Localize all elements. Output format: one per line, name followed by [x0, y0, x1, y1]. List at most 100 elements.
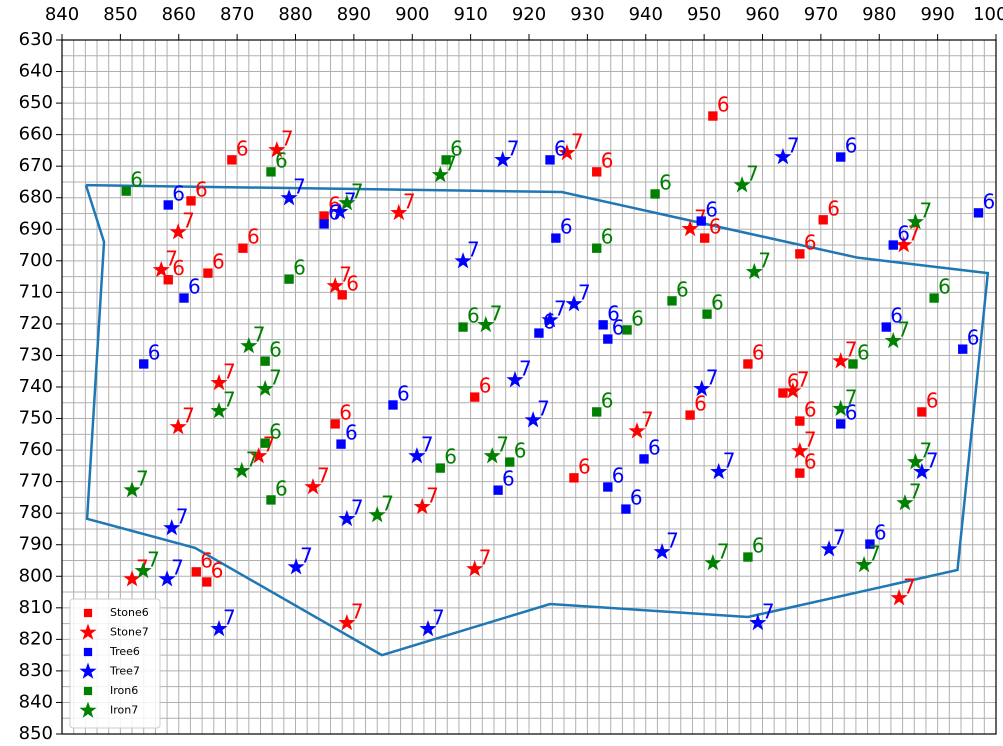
y-tick-label: 820: [19, 628, 53, 649]
point-label: 7: [926, 448, 939, 472]
point-label: 6: [709, 215, 722, 239]
point-label: 7: [269, 365, 282, 389]
star-marker: [895, 236, 913, 253]
square-marker: [388, 400, 398, 410]
point-label: 6: [926, 388, 939, 412]
square-marker: [592, 243, 602, 253]
square-marker: [319, 211, 329, 221]
square-marker: [702, 309, 712, 319]
point-label: 6: [601, 148, 614, 172]
star-marker: [256, 379, 274, 397]
legend-label: Iron6: [110, 684, 138, 697]
square-marker: [836, 419, 846, 429]
point-label: 6: [450, 136, 463, 160]
square-marker: [260, 356, 270, 366]
square-marker: [266, 167, 276, 177]
star-marker: [287, 558, 305, 575]
point-label: 7: [909, 480, 922, 504]
square-marker: [639, 454, 649, 464]
point-label: 6: [857, 340, 870, 364]
x-tick-label: 870: [220, 4, 254, 25]
point-label: 7: [421, 433, 434, 457]
y-tick-label: 770: [19, 471, 53, 492]
star-marker: [210, 619, 228, 637]
star-marker: [326, 277, 344, 294]
point-label: 7: [490, 301, 503, 325]
star-marker: [558, 143, 576, 161]
legend-label: Iron7: [110, 704, 138, 717]
square-marker: [795, 416, 805, 426]
y-tick-label: 850: [19, 723, 53, 744]
point-label: 7: [666, 528, 679, 552]
star-marker: [169, 223, 187, 240]
star-marker: [338, 509, 356, 527]
y-tick-label: 710: [19, 281, 53, 302]
point-label: 7: [223, 359, 236, 383]
point-label: 6: [130, 168, 143, 192]
square-marker: [534, 328, 544, 338]
point-label: 7: [182, 209, 195, 233]
square-marker: [83, 647, 93, 657]
point-label: 6: [211, 558, 224, 582]
star-marker: [628, 422, 646, 439]
point-label: 6: [676, 277, 689, 301]
y-tick-label: 650: [19, 92, 53, 113]
y-tick-label: 800: [19, 565, 53, 586]
point-label: 6: [804, 450, 817, 474]
square-marker: [708, 111, 718, 121]
square-marker: [818, 215, 828, 225]
square-marker: [929, 293, 939, 303]
square-marker: [621, 504, 631, 514]
star-marker: [483, 447, 501, 464]
point-label: 6: [612, 316, 625, 340]
point-label: 6: [269, 338, 282, 362]
star-marker: [304, 478, 322, 495]
star-marker: [268, 141, 286, 158]
square-marker: [121, 186, 131, 196]
y-tick-label: 750: [19, 408, 53, 429]
star-marker: [832, 399, 850, 417]
star-marker: [710, 462, 728, 480]
star-marker: [163, 519, 181, 536]
square-marker: [598, 320, 608, 330]
star-marker: [791, 442, 809, 459]
legend: Stone6 Stone7 Tree6 Tree7 Iron6 Iron7: [69, 598, 161, 729]
point-label: 7: [223, 387, 236, 411]
star-marker: [704, 554, 722, 571]
legend-label: Tree6: [109, 645, 140, 658]
square-marker: [836, 152, 846, 162]
x-tick-label: 900: [395, 4, 429, 25]
square-marker: [545, 155, 555, 165]
star-marker: [331, 202, 349, 220]
star-marker: [749, 613, 767, 631]
point-label: 7: [496, 433, 509, 457]
point-label: 7: [919, 439, 932, 463]
square-marker: [227, 155, 237, 165]
y-tick-label: 840: [19, 691, 53, 712]
point-label: 7: [746, 162, 759, 186]
point-label: 6: [479, 374, 492, 398]
point-label: 7: [351, 495, 364, 519]
point-label: 7: [253, 322, 266, 346]
square-marker: [667, 296, 677, 306]
star-marker: [134, 561, 152, 579]
point-label: 6: [467, 304, 480, 328]
y-tick-label: 660: [19, 124, 53, 145]
point-label: 6: [897, 222, 910, 246]
y-tick-label: 780: [19, 502, 53, 523]
point-label: 7: [919, 199, 932, 223]
point-label: 7: [758, 248, 771, 272]
point-label: 7: [223, 605, 236, 629]
square-marker: [888, 240, 898, 250]
point-label: 7: [403, 189, 416, 213]
point-label: 6: [172, 181, 185, 205]
star-marker: [338, 613, 356, 631]
square-marker: [958, 344, 968, 354]
star-marker: [152, 260, 170, 278]
point-label: 7: [706, 365, 719, 389]
point-label: 6: [148, 340, 161, 364]
point-label: 7: [833, 526, 846, 550]
point-label: 6: [188, 275, 201, 299]
point-label: 6: [938, 275, 951, 299]
legend-label: Tree7: [109, 665, 140, 678]
